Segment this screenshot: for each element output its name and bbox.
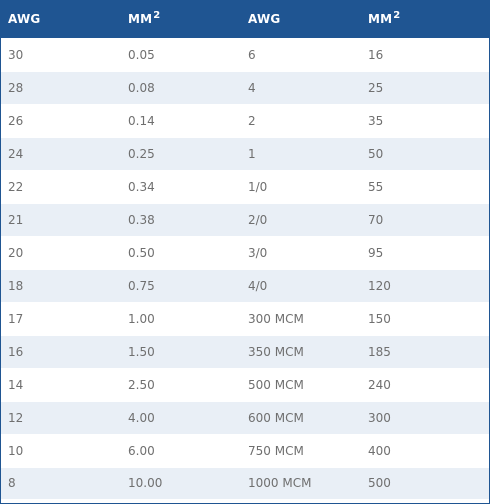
awg-left-cell: 10 bbox=[1, 433, 121, 467]
table-row: 26 0.14 2 35 bbox=[1, 103, 489, 137]
awg-left-cell: 14 bbox=[1, 367, 121, 401]
mm2-right-cell: 500 bbox=[361, 466, 489, 499]
table-header-row: AWG MM2 AWG MM2 bbox=[1, 1, 489, 38]
header-mm2-left: MM2 bbox=[128, 10, 161, 27]
header-mm2-right: MM2 bbox=[368, 10, 401, 27]
mm2-right-cell: 16 bbox=[361, 37, 489, 71]
mm2-left-cell: 0.05 bbox=[121, 37, 241, 71]
mm2-left-cell: 6.00 bbox=[121, 433, 241, 467]
awg-left-cell: 22 bbox=[1, 169, 121, 203]
awg-left-cell: 8 bbox=[1, 466, 121, 499]
header-awg-left: AWG bbox=[8, 12, 41, 27]
table-row: 17 1.00 300 MCM 150 bbox=[1, 301, 489, 335]
table-row: 10 6.00 750 MCM 400 bbox=[1, 433, 489, 467]
mm2-right-cell: 185 bbox=[361, 334, 489, 368]
awg-right-cell: 300 MCM bbox=[241, 301, 361, 335]
table-row: 28 0.08 4 25 bbox=[1, 70, 489, 104]
mm2-left-cell: 0.75 bbox=[121, 268, 241, 302]
mm2-right-cell: 300 bbox=[361, 400, 489, 434]
table-row: 18 0.75 4/0 120 bbox=[1, 268, 489, 302]
mm2-left-cell: 0.08 bbox=[121, 70, 241, 104]
mm2-right-cell: 240 bbox=[361, 367, 489, 401]
header-awg-right: AWG bbox=[248, 12, 281, 27]
mm2-right-cell: 70 bbox=[361, 202, 489, 236]
awg-right-cell: 350 MCM bbox=[241, 334, 361, 368]
mm2-left-cell: 1.50 bbox=[121, 334, 241, 368]
mm2-left-cell: 2.50 bbox=[121, 367, 241, 401]
mm2-right-cell: 35 bbox=[361, 103, 489, 137]
awg-left-cell: 28 bbox=[1, 70, 121, 104]
table-row: 8 10.00 1000 MCM 500 bbox=[1, 466, 489, 499]
awg-right-cell: 1/0 bbox=[241, 169, 361, 203]
awg-right-cell: 750 MCM bbox=[241, 433, 361, 467]
mm2-right-cell: 150 bbox=[361, 301, 489, 335]
awg-left-cell: 18 bbox=[1, 268, 121, 302]
table-row: 21 0.38 2/0 70 bbox=[1, 202, 489, 236]
mm2-left-cell: 0.25 bbox=[121, 136, 241, 170]
table-row: 30 0.05 6 16 bbox=[1, 37, 489, 71]
mm2-left-cell: 1.00 bbox=[121, 301, 241, 335]
table-row: 12 4.00 600 MCM 300 bbox=[1, 400, 489, 434]
mm2-left-cell: 0.14 bbox=[121, 103, 241, 137]
awg-right-cell: 4/0 bbox=[241, 268, 361, 302]
table-row: 14 2.50 500 MCM 240 bbox=[1, 367, 489, 401]
mm2-left-cell: 0.34 bbox=[121, 169, 241, 203]
awg-left-cell: 21 bbox=[1, 202, 121, 236]
table-row: 16 1.50 350 MCM 185 bbox=[1, 334, 489, 368]
table-row: 24 0.25 1 50 bbox=[1, 136, 489, 170]
awg-right-cell: 1 bbox=[241, 136, 361, 170]
awg-left-cell: 17 bbox=[1, 301, 121, 335]
mm2-left-cell: 10.00 bbox=[121, 466, 241, 499]
awg-left-cell: 12 bbox=[1, 400, 121, 434]
awg-right-cell: 500 MCM bbox=[241, 367, 361, 401]
mm2-left-cell: 4.00 bbox=[121, 400, 241, 434]
mm2-right-cell: 95 bbox=[361, 235, 489, 269]
mm2-right-cell: 55 bbox=[361, 169, 489, 203]
table-row: 20 0.50 3/0 95 bbox=[1, 235, 489, 269]
awg-right-cell: 600 MCM bbox=[241, 400, 361, 434]
awg-right-cell: 1000 MCM bbox=[241, 466, 361, 499]
table-row: 22 0.34 1/0 55 bbox=[1, 169, 489, 203]
awg-right-cell: 6 bbox=[241, 37, 361, 71]
mm2-left-cell: 0.38 bbox=[121, 202, 241, 236]
awg-left-cell: 20 bbox=[1, 235, 121, 269]
mm2-right-cell: 120 bbox=[361, 268, 489, 302]
awg-right-cell: 3/0 bbox=[241, 235, 361, 269]
mm2-left-cell: 0.50 bbox=[121, 235, 241, 269]
awg-left-cell: 30 bbox=[1, 37, 121, 71]
awg-left-cell: 24 bbox=[1, 136, 121, 170]
mm2-right-cell: 50 bbox=[361, 136, 489, 170]
awg-right-cell: 2/0 bbox=[241, 202, 361, 236]
mm2-right-cell: 400 bbox=[361, 433, 489, 467]
awg-left-cell: 26 bbox=[1, 103, 121, 137]
mm2-right-cell: 25 bbox=[361, 70, 489, 104]
awg-right-cell: 4 bbox=[241, 70, 361, 104]
awg-left-cell: 16 bbox=[1, 334, 121, 368]
awg-right-cell: 2 bbox=[241, 103, 361, 137]
table-body: 30 0.05 6 16 28 0.08 4 25 26 0.14 2 35 24 0.25 1 50 22 0.… bbox=[1, 37, 489, 499]
